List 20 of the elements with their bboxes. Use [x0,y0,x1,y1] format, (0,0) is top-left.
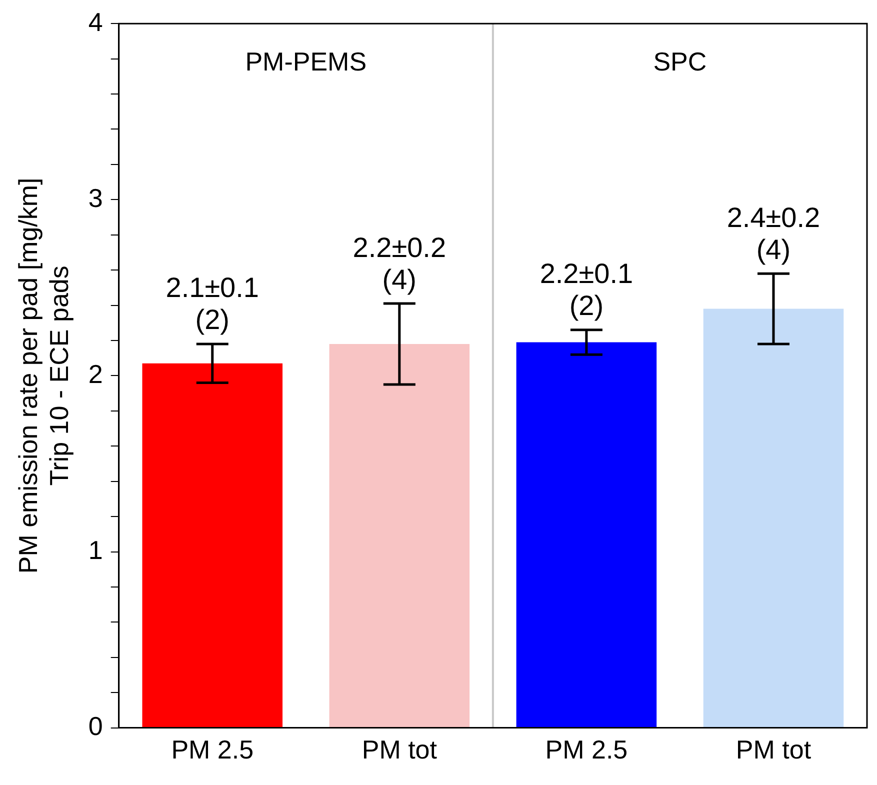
bar [703,308,844,728]
x-tick-label: PM tot [362,734,438,765]
bar [142,363,283,728]
annotation: SPC [653,46,707,78]
y-tick-label: 0 [88,710,103,741]
annotation: PM-PEMS [245,46,367,78]
x-tick-label: PM 2.5 [545,734,628,765]
y-tick-label: 3 [88,182,103,213]
x-tick-label: PM tot [736,734,812,765]
data-label: 2.2±0.1 (2) [540,258,634,322]
data-label: 2.4±0.2 (4) [726,202,820,266]
y-tick-label: 2 [88,358,103,389]
y-tick-label: 1 [88,534,103,565]
y-axis-title: PM emission rate per pad [mg/km] Trip 10 - ECE pads [12,178,74,574]
bar [329,344,470,728]
x-tick-label: PM 2.5 [171,734,254,765]
data-label: 2.2±0.2 (4) [352,232,446,296]
y-tick-label: 4 [88,6,103,37]
bar [516,342,657,728]
data-label: 2.1±0.1 (2) [166,272,259,336]
